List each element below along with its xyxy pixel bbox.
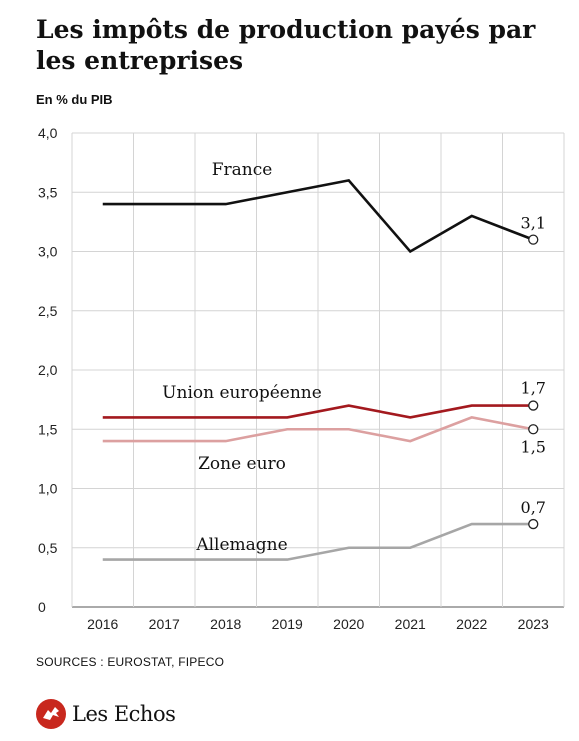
- x-tick-label: 2016: [87, 616, 118, 632]
- x-tick-label: 2023: [518, 616, 549, 632]
- x-tick-label: 2021: [395, 616, 426, 632]
- y-tick-label: 0,5: [38, 540, 58, 556]
- y-tick-label: 2,5: [38, 303, 58, 319]
- y-tick-label: 3,0: [38, 244, 58, 260]
- series-end-value-label: 1,7: [521, 379, 546, 398]
- y-tick-label: 2,0: [38, 362, 58, 378]
- series-name-label: Zone euro: [198, 454, 286, 474]
- series-line: [102, 522, 534, 561]
- y-tick-label: 3,5: [38, 184, 58, 200]
- x-tick-label: 2018: [210, 616, 241, 632]
- chart-title: Les impôts de production payés par les e…: [36, 15, 536, 75]
- series-name-label: Union européenne: [162, 383, 322, 403]
- series-end-value-label: 0,7: [521, 498, 546, 517]
- les-echos-logo: Les Echos: [36, 699, 176, 729]
- x-tick-label: 2017: [149, 616, 180, 632]
- series-line: [102, 416, 534, 443]
- series-end-marker: [528, 518, 539, 530]
- chart-subtitle: En % du PIB: [36, 92, 113, 107]
- les-echos-logo-icon: [36, 699, 66, 729]
- series-end-marker: [528, 424, 539, 435]
- x-tick-label: 2022: [456, 616, 487, 632]
- line-chart: 0 0,5 1,0 1,5 2,0 2,5 3,0 3,5 4,0 2016 2017 2018 201…: [38, 125, 565, 632]
- y-tick-label: 0: [38, 599, 46, 615]
- series-line: [102, 178, 534, 254]
- series-end-value-label: 1,5: [521, 437, 546, 456]
- sources-note: SOURCES : EUROSTAT, FIPECO: [36, 655, 225, 669]
- y-tick-label: 1,0: [38, 481, 58, 497]
- series-name-label: Allemagne: [195, 535, 287, 555]
- series-name-label: France: [212, 160, 273, 180]
- series-end-marker: [528, 234, 539, 245]
- x-tick-label: 2020: [333, 616, 364, 632]
- series-line: [102, 404, 534, 419]
- y-tick-label: 1,5: [38, 421, 58, 437]
- series-end-value-label: 3,1: [521, 214, 546, 233]
- x-tick-label: 2019: [272, 616, 303, 632]
- series-end-marker: [528, 400, 539, 411]
- logo-text: Les Echos: [72, 702, 176, 726]
- y-tick-label: 4,0: [38, 125, 58, 141]
